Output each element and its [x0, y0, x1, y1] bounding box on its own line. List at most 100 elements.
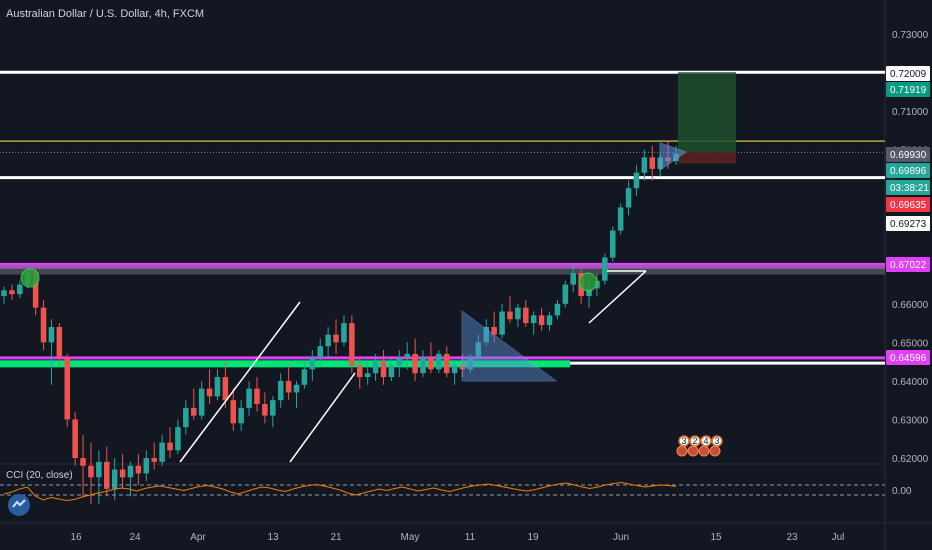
time-axis[interactable]: 16 24 Apr 13 21 May 11 19 Jun 15 23 Jul: [70, 532, 844, 543]
cci-zero-label: 0.00: [892, 486, 912, 497]
candle-body: [420, 357, 426, 374]
candle-body: [609, 230, 616, 258]
candle-body: [48, 326, 55, 343]
trendline-2[interactable]: [289, 372, 356, 463]
candle-body: [167, 442, 173, 451]
candle-body: [530, 315, 537, 324]
cci-line: [3, 481, 677, 502]
price-tag: [886, 216, 930, 231]
flag-icon: [709, 445, 721, 457]
green-support-level: [0, 360, 570, 368]
price-tick-label: 0.64000: [892, 377, 929, 388]
candle-body: [451, 365, 458, 374]
candle-body: [175, 427, 181, 451]
candle-body: [1, 290, 7, 297]
price-tag-label: 0.69930: [890, 150, 927, 161]
flag-icon: [698, 445, 710, 457]
candle-body: [341, 323, 347, 343]
candle-body: [325, 334, 331, 347]
highlight-circle-2[interactable]: [578, 272, 598, 292]
event-badge-label: 3: [681, 436, 686, 446]
price-tag: [886, 163, 930, 178]
time-tick-label: 13: [267, 532, 279, 543]
candle-body: [412, 353, 418, 374]
candle-body: [356, 365, 363, 378]
candle-body: [9, 290, 15, 295]
event-badge-label: 2: [692, 436, 697, 446]
time-tick-label: Jul: [832, 532, 845, 543]
time-tick-label: 24: [129, 532, 141, 543]
candle-body: [562, 284, 569, 304]
candle-body: [262, 404, 268, 416]
triangle-pattern-2[interactable]: [659, 142, 688, 171]
candle-body: [32, 272, 39, 308]
candle-body: [459, 365, 466, 370]
candle-body: [333, 334, 339, 343]
price-tick-label: 0.63000: [892, 415, 929, 426]
candle-body: [388, 365, 395, 378]
candle-body: [364, 373, 371, 378]
candle-body: [428, 357, 434, 370]
triangle-pattern-1[interactable]: [461, 310, 558, 382]
candle-body: [602, 257, 608, 281]
candle-body: [151, 458, 157, 462]
trendline-3[interactable]: [588, 270, 647, 324]
tradingview-logo-icon: [8, 494, 30, 516]
price-tag-label: 0.69273: [890, 219, 927, 230]
trendline-1[interactable]: [179, 301, 301, 463]
candle-body: [380, 361, 387, 378]
time-tick-label: 21: [330, 532, 342, 543]
candle-body: [507, 311, 513, 320]
candle-body: [206, 388, 213, 397]
candle-body: [190, 407, 197, 416]
price-tag: [886, 82, 930, 97]
candle-body: [483, 326, 490, 343]
candle-body: [443, 353, 450, 374]
candle-body: [436, 353, 442, 370]
candle-body: [372, 361, 379, 374]
price-tag-label: 0.67022: [890, 260, 927, 271]
candle-body: [538, 315, 545, 326]
highlight-circle-1[interactable]: [20, 268, 40, 288]
candle-body: [17, 284, 23, 295]
flag-icon: [676, 445, 688, 457]
candle-body: [80, 458, 86, 466]
candle-body: [617, 207, 624, 231]
candle-body: [111, 469, 118, 489]
price-tag: [886, 66, 930, 81]
cci-title: CCI (20, close): [6, 470, 73, 481]
price-tag-label: 0.64596: [890, 353, 927, 364]
candle-body: [499, 311, 505, 335]
price-tag-label: 0.71919: [890, 85, 927, 96]
candle-body: [135, 465, 142, 474]
candle-body: [254, 388, 260, 405]
position-stop-zone: [678, 152, 736, 164]
candle-body: [40, 307, 47, 343]
candle-body: [649, 157, 656, 169]
candle-body: [586, 288, 592, 297]
candle-body: [546, 315, 553, 326]
time-tick-label: 11: [465, 532, 476, 543]
time-tick-label: Jun: [613, 532, 629, 543]
price-tags: 0.72009 0.71919 0.69930 0.69896 03:38:21 0.69…: [886, 66, 930, 365]
price-tag-label: 0.69896: [890, 166, 927, 177]
candle-body: [104, 461, 110, 489]
time-tick-label: Apr: [190, 532, 206, 543]
candle-body: [270, 400, 276, 416]
zones: [0, 72, 885, 368]
candle-body: [309, 357, 316, 370]
candle-body: [222, 377, 229, 401]
candle-body: [277, 380, 284, 401]
candle-body: [96, 461, 102, 478]
candle-body: [570, 272, 576, 285]
candle-body: [317, 346, 324, 358]
candle-body: [491, 326, 497, 335]
candle-body: [127, 465, 134, 478]
candle-body: [515, 307, 521, 320]
candle-body: [554, 303, 561, 316]
candle-body: [230, 400, 237, 424]
candle-body: [64, 357, 71, 420]
price-tag: [886, 197, 930, 212]
